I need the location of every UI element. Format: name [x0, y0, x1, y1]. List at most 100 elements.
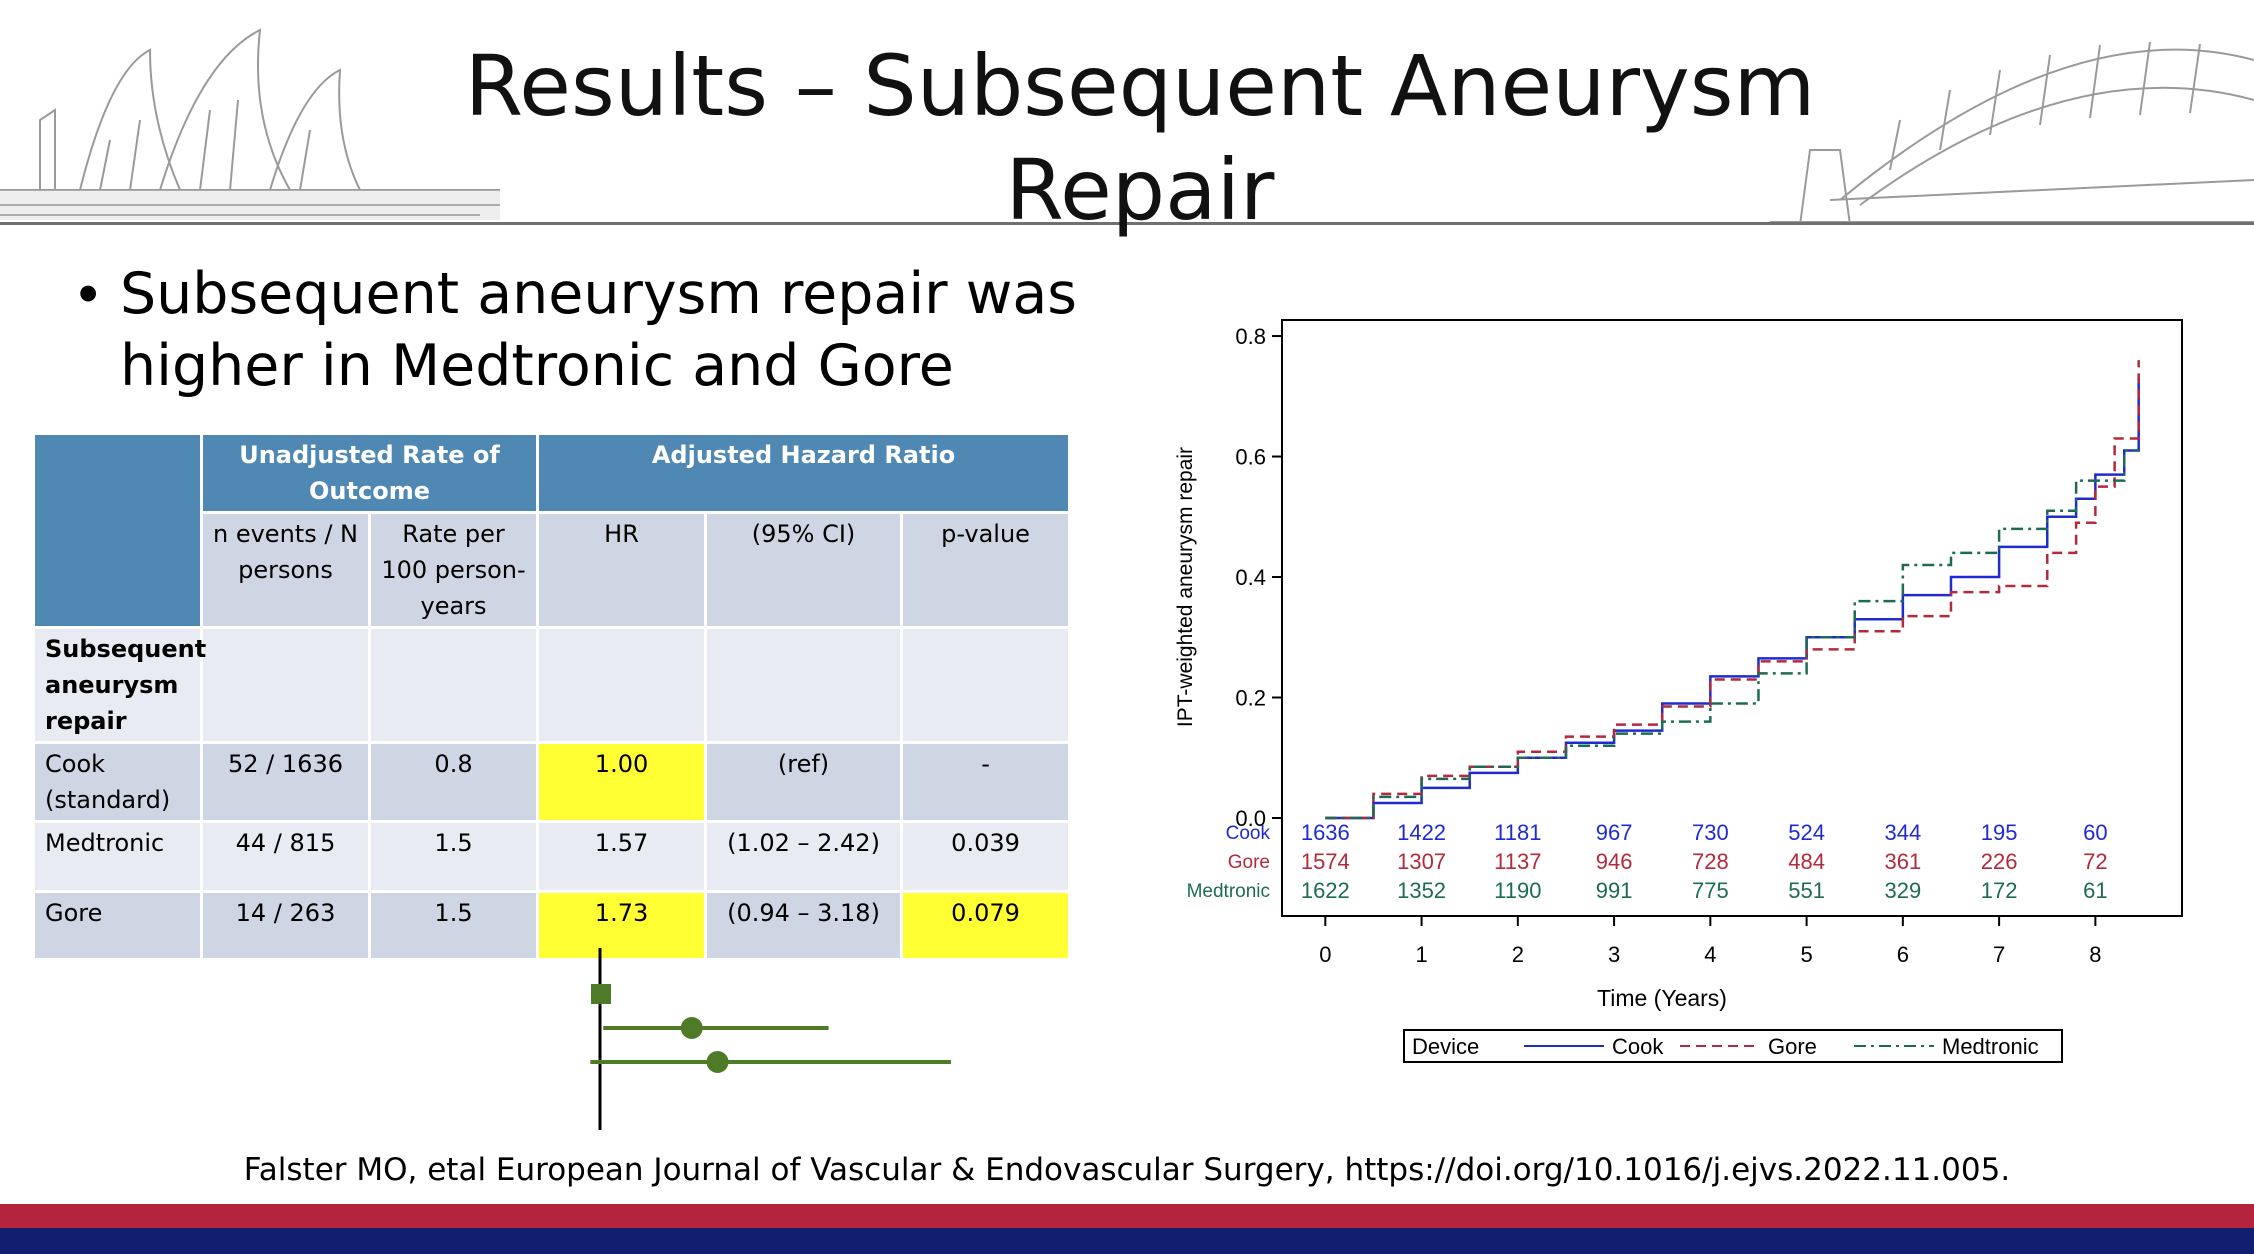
risk-count: 172 [1981, 878, 2018, 903]
series-line-medtronic [1325, 449, 2139, 820]
legend-title: Device [1412, 1034, 1479, 1059]
risk-count: 967 [1596, 820, 1633, 845]
blank-cell [536, 626, 708, 744]
risk-count: 72 [2083, 849, 2107, 874]
blank-cell [200, 626, 371, 744]
risk-count: 1181 [1494, 820, 1541, 845]
opera-house-sketch [0, 28, 500, 220]
risk-row-label: Gore [1228, 852, 1270, 873]
results-table: Unadjusted Rate of Outcome Adjusted Haza… [32, 432, 1072, 961]
events-cell: 52 / 1636 [200, 741, 371, 823]
y-tick-label: 0.8 [1235, 324, 1266, 349]
rate-cell: 1.5 [367, 820, 540, 893]
risk-count: 484 [1788, 849, 1825, 874]
legend-label: Gore [1768, 1034, 1817, 1059]
header-corner [32, 432, 203, 629]
risk-count: 728 [1692, 849, 1729, 874]
risk-row-label: Medtronic [1187, 881, 1270, 902]
row-label: Cook (standard) [32, 741, 203, 823]
y-tick-label: 0.6 [1235, 445, 1266, 470]
slide-title: Results – Subsequent Aneurysm Repair [464, 37, 1816, 239]
x-tick-label: 4 [1704, 942, 1716, 967]
footer-bar-navy [0, 1228, 2254, 1254]
y-axis-label: IPT-weighted aneurysm repair [1174, 447, 1197, 727]
x-tick-label: 2 [1512, 942, 1524, 967]
x-tick-label: 3 [1608, 942, 1620, 967]
forest-plot [590, 948, 951, 1130]
header-adjusted: Adjusted Hazard Ratio [536, 432, 1072, 514]
subheader-p: p-value [900, 511, 1072, 629]
blank-cell [367, 626, 540, 744]
ci-cell: (1.02 – 2.42) [704, 820, 904, 893]
x-tick-label: 5 [1800, 942, 1812, 967]
kaplan-meier-chart: 0.0 0.2 0.4 0.6 0.8 0 1 2 3 4 5 6 7 8 Time (Years) IPT-… [1174, 319, 2183, 1063]
x-axis-label: Time (Years) [1597, 985, 1727, 1011]
row-label: Gore [32, 890, 203, 961]
legend-label: Cook [1612, 1034, 1664, 1059]
blank-cell [704, 626, 904, 744]
risk-count: 1137 [1494, 849, 1541, 874]
x-tick-label: 7 [1993, 942, 2005, 967]
section-label: Subsequent aneurysm repair [32, 626, 206, 744]
legend-label: Medtronic [1942, 1034, 2039, 1059]
risk-count: 1422 [1397, 820, 1446, 845]
bullet-dot-icon: • [78, 261, 99, 326]
risk-count: 226 [1981, 849, 2018, 874]
y-tick-label: 0.4 [1235, 565, 1266, 590]
header-unadjusted: Unadjusted Rate of Outcome [199, 432, 540, 514]
rate-cell: 0.8 [367, 741, 540, 823]
series-line-gore [1325, 360, 2140, 820]
risk-count: 195 [1981, 820, 2018, 845]
y-tick-label: 0.2 [1235, 686, 1266, 711]
x-tick-label: 8 [2089, 942, 2101, 967]
risk-count: 551 [1788, 878, 1825, 903]
table-row: Gore 14 / 263 1.5 1.73 (0.94 – 3.18) 0.0… [32, 890, 1072, 961]
footer-bar-red [0, 1204, 2254, 1228]
plot-frame [1281, 319, 2183, 917]
title-rule [0, 222, 2254, 225]
x-tick-label: 1 [1415, 942, 1427, 967]
risk-count: 1636 [1301, 820, 1350, 845]
risk-count: 61 [2083, 878, 2107, 903]
events-cell: 44 / 815 [200, 820, 371, 893]
p-cell: 0.039 [900, 820, 1072, 893]
x-tick-label: 6 [1897, 942, 1909, 967]
risk-count: 361 [1884, 849, 1921, 874]
ci-cell: (0.94 – 3.18) [704, 890, 904, 961]
citation: Falster MO, etal European Journal of Vas… [243, 1152, 2011, 1188]
y-tick-label: 0.0 [1235, 806, 1266, 831]
risk-count: 775 [1692, 878, 1729, 903]
row-label: Medtronic [32, 820, 203, 893]
hr-point-marker [706, 1051, 729, 1073]
risk-count: 1622 [1301, 878, 1350, 903]
risk-count: 329 [1884, 878, 1921, 903]
risk-count: 344 [1884, 820, 1921, 845]
table-row: Cook (standard) 52 / 1636 0.8 1.00 (ref)… [32, 741, 1072, 823]
p-cell: - [900, 741, 1072, 823]
reference-square-marker [591, 984, 611, 1004]
events-cell: 14 / 263 [200, 890, 371, 961]
risk-count: 1307 [1397, 849, 1446, 874]
hr-point-marker [680, 1017, 703, 1039]
rate-cell: 1.5 [367, 890, 540, 961]
risk-count: 991 [1596, 878, 1633, 903]
p-cell: 0.079 [900, 890, 1072, 961]
subheader-hr: HR [536, 511, 708, 629]
blank-cell [900, 626, 1072, 744]
subheader-events: n events / N persons [200, 511, 371, 629]
risk-count: 1574 [1301, 849, 1350, 874]
hr-cell: 1.57 [536, 820, 708, 893]
risk-count: 730 [1692, 820, 1729, 845]
x-tick-label: 0 [1319, 942, 1331, 967]
hr-cell: 1.00 [536, 741, 708, 823]
ci-cell: (ref) [704, 741, 904, 823]
subheader-ci: (95% CI) [704, 511, 904, 629]
table-row: Medtronic 44 / 815 1.5 1.57 (1.02 – 2.42… [32, 820, 1072, 893]
bullet-text: Subsequent aneurysm repair was higher in… [120, 261, 1077, 399]
risk-count: 60 [2083, 820, 2107, 845]
risk-row-label: Cook [1226, 823, 1271, 844]
risk-count: 946 [1596, 849, 1633, 874]
risk-count: 1352 [1397, 878, 1446, 903]
risk-count: 524 [1788, 820, 1825, 845]
subheader-rate: Rate per 100 person-years [367, 511, 540, 629]
